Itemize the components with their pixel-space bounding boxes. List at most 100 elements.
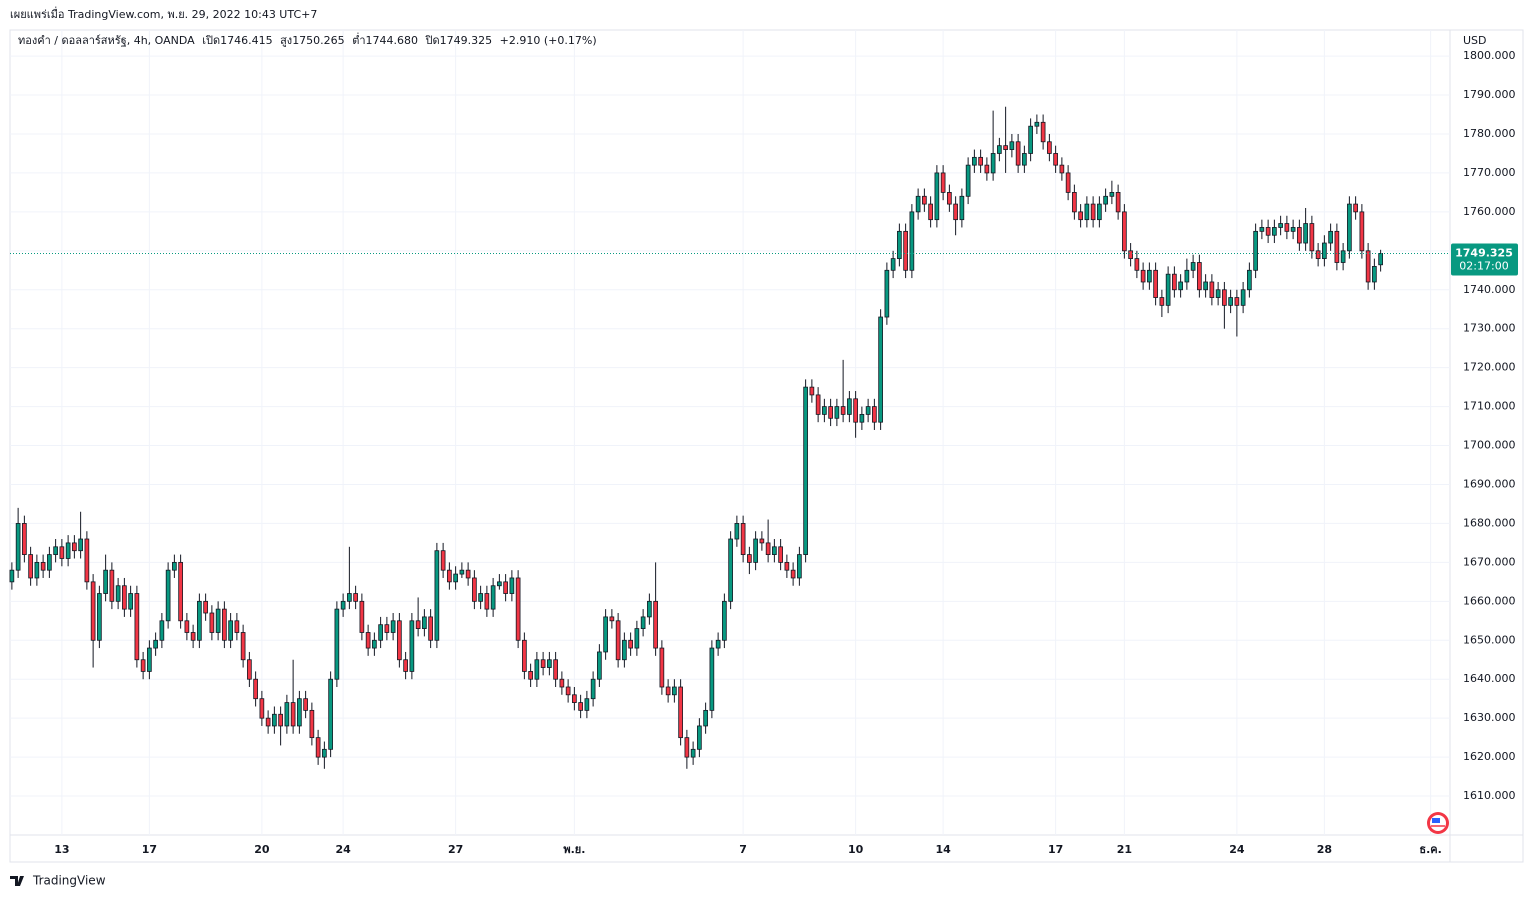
- candle-body: [1072, 192, 1077, 213]
- candle-body: [47, 554, 52, 571]
- candle-body: [297, 698, 302, 727]
- candle-body: [53, 546, 58, 555]
- candle-body: [90, 581, 96, 641]
- candle-body: [28, 554, 33, 579]
- candle-body: [78, 538, 83, 552]
- countdown: 02:17:00: [1459, 259, 1508, 272]
- candle-body: [328, 678, 333, 750]
- candle-body: [1290, 227, 1296, 232]
- x-tick-label: 10: [848, 843, 864, 856]
- candle-body: [40, 561, 46, 571]
- candle-body: [1009, 141, 1015, 150]
- candle-body: [1028, 125, 1033, 154]
- candle-body: [1372, 265, 1377, 283]
- candle-body: [784, 561, 790, 571]
- candle-body: [553, 659, 558, 680]
- y-tick-label: 1710.000: [1463, 400, 1516, 413]
- candle-body: [759, 538, 765, 544]
- candle-body: [722, 600, 727, 641]
- candle-body: [272, 713, 277, 727]
- candle-body: [1090, 203, 1096, 221]
- candle-body: [1265, 227, 1271, 236]
- candle-body: [978, 156, 983, 166]
- candle-body: [128, 593, 133, 610]
- candle-body: [440, 550, 446, 571]
- candle-body: [522, 639, 527, 672]
- candle-body: [103, 569, 108, 594]
- candle-body: [528, 671, 533, 680]
- candle-body: [1178, 281, 1183, 291]
- candle-body: [453, 573, 458, 583]
- currency: USD: [1463, 34, 1487, 47]
- candle-body: [428, 616, 433, 641]
- candle-body: [1115, 192, 1121, 213]
- candle-body: [665, 686, 671, 696]
- candle-body: [1272, 227, 1277, 236]
- candle-body: [597, 651, 602, 680]
- candle-body: [153, 639, 158, 649]
- candle-body: [490, 585, 496, 610]
- candle-body: [503, 581, 508, 594]
- candle-body: [772, 546, 777, 555]
- y-tick-label: 1720.000: [1463, 361, 1516, 374]
- candle-body: [640, 616, 646, 629]
- x-tick-label: 17: [142, 843, 157, 856]
- candle-body: [1172, 273, 1177, 291]
- candle-body: [1003, 145, 1008, 150]
- candle-body: [447, 569, 452, 583]
- footer-logo: TradingView: [10, 874, 106, 888]
- candle-body: [953, 203, 958, 221]
- candle-body: [615, 620, 621, 661]
- y-tick-label: 1730.000: [1463, 322, 1516, 335]
- y-tick-label: 1780.000: [1463, 127, 1516, 140]
- candle-body: [834, 406, 840, 419]
- candle-body: [240, 632, 246, 661]
- candle-body: [1103, 195, 1108, 205]
- candle-body: [1084, 203, 1090, 221]
- candle-body: [322, 748, 327, 758]
- published-note: เผยแพร่เมื่อ TradingView.com, พ.ย. 29, 2…: [10, 6, 317, 21]
- candle-body: [72, 542, 77, 552]
- candle-body: [897, 230, 902, 260]
- candle-body: [578, 702, 583, 711]
- candle-body: [603, 616, 608, 653]
- candle-body: [222, 608, 227, 641]
- candle-body: [1015, 141, 1021, 166]
- open-label: เปิด: [202, 34, 220, 47]
- x-tick-label: 14: [935, 843, 951, 856]
- candle-body: [822, 406, 827, 415]
- y-tick-label: 1770.000: [1463, 166, 1516, 179]
- candles: [9, 106, 1383, 769]
- candle-body: [303, 698, 308, 711]
- candle-body: [97, 593, 102, 641]
- candle-body: [1328, 230, 1333, 244]
- candle-body: [1303, 223, 1308, 244]
- candle-body: [1034, 121, 1040, 127]
- last-price-label: 1749.325: [1455, 246, 1513, 259]
- x-tick-label: 27: [448, 843, 463, 856]
- candle-body: [365, 632, 371, 649]
- y-tick-label: 1680.000: [1463, 516, 1516, 529]
- candle-body: [215, 608, 221, 633]
- candle-body: [265, 717, 271, 727]
- candle-body: [353, 593, 358, 602]
- candle-body: [1122, 211, 1127, 252]
- candle-body: [497, 581, 502, 587]
- candle-body: [334, 608, 340, 680]
- candle-body: [197, 600, 202, 641]
- last-price-box: [1451, 243, 1518, 276]
- candle-body: [890, 258, 896, 271]
- candle-body: [509, 577, 515, 594]
- candle-body: [9, 569, 15, 583]
- flag-icon: [1427, 812, 1449, 834]
- low-label: ต่ำ: [352, 32, 365, 47]
- candle-body: [340, 600, 346, 610]
- y-tick-label: 1630.000: [1463, 711, 1516, 724]
- candle-body: [1153, 269, 1158, 298]
- candle-body: [1334, 230, 1340, 263]
- candle-body: [465, 569, 471, 579]
- candle-body: [1347, 203, 1352, 252]
- candle-body: [147, 647, 152, 672]
- candle-body: [653, 600, 658, 649]
- candle-body: [540, 659, 546, 668]
